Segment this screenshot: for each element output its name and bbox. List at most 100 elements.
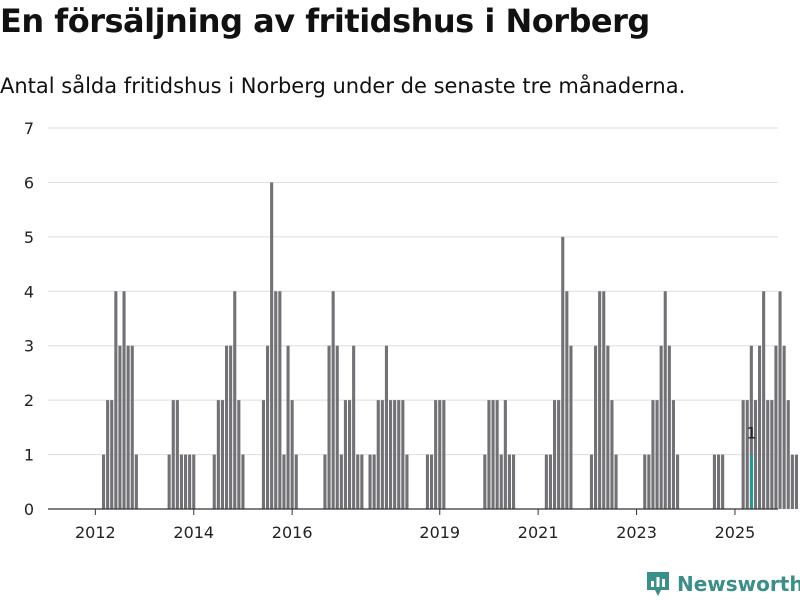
- x-tick-label: 2025: [715, 523, 756, 542]
- bar: [171, 400, 175, 509]
- bar: [594, 345, 598, 509]
- bar: [602, 291, 606, 509]
- bar: [442, 400, 446, 509]
- bar: [589, 454, 593, 509]
- x-tick-label: 2023: [616, 523, 657, 542]
- chart-title: En försäljning av fritidshus i Norberg: [0, 2, 650, 40]
- bar: [360, 454, 364, 509]
- bar: [487, 400, 491, 509]
- bar: [614, 454, 618, 509]
- y-tick-label: 4: [24, 282, 34, 301]
- bar: [380, 400, 384, 509]
- bar: [745, 400, 749, 509]
- bar: [122, 291, 126, 509]
- bar: [405, 454, 409, 509]
- bar: [229, 345, 233, 509]
- x-tick-label: 2021: [518, 523, 559, 542]
- bar: [282, 454, 286, 509]
- y-tick-label: 5: [24, 228, 34, 247]
- x-tick-label: 2014: [173, 523, 214, 542]
- bar: [179, 454, 183, 509]
- bar: [778, 291, 782, 509]
- bar: [102, 454, 106, 509]
- bar: [352, 345, 356, 509]
- bar: [741, 400, 745, 509]
- bar: [220, 400, 224, 509]
- bar-chart: 0 1 2 3 4 5 6 7 2012 2014 2016 2019 2021 2023 2025 1: [24, 119, 798, 542]
- bar: [114, 291, 118, 509]
- x-tick-label: 2019: [419, 523, 460, 542]
- x-tick-label: 2012: [75, 523, 116, 542]
- bar: [376, 400, 380, 509]
- bar: [483, 454, 487, 509]
- y-tick-label: 2: [24, 391, 34, 410]
- bar: [134, 454, 138, 509]
- bar: [393, 400, 397, 509]
- bar: [758, 345, 762, 509]
- bar: [274, 291, 278, 509]
- bar: [717, 454, 721, 509]
- bar: [544, 454, 548, 509]
- bar: [294, 454, 298, 509]
- bar: [770, 400, 774, 509]
- y-tick-label: 0: [24, 500, 34, 519]
- bar-chart-logo-icon: [647, 572, 669, 596]
- bars: [102, 182, 798, 510]
- x-axis: 2012 2014 2016 2019 2021 2023 2025: [48, 508, 778, 542]
- bar: [192, 454, 196, 509]
- bar: [286, 345, 290, 509]
- bar: [327, 345, 331, 509]
- bar: [118, 345, 122, 509]
- bar: [233, 291, 237, 509]
- bar: [507, 454, 511, 509]
- x-tick-label: 2016: [272, 523, 313, 542]
- bar: [790, 454, 794, 509]
- bar: [561, 236, 565, 510]
- bar: [438, 400, 442, 509]
- bar: [499, 454, 503, 509]
- data-labels: 1: [747, 424, 757, 443]
- bar: [425, 454, 429, 509]
- bar: [290, 400, 294, 509]
- bar: [266, 345, 270, 509]
- y-tick-label: 7: [24, 119, 34, 138]
- bar: [766, 400, 770, 509]
- bar: [126, 345, 130, 509]
- y-tick-label: 3: [24, 337, 34, 356]
- highlight-value-label: 1: [747, 424, 757, 443]
- bar: [110, 400, 114, 509]
- bar: [384, 345, 388, 509]
- bar: [786, 400, 790, 509]
- bar: [655, 400, 659, 509]
- bar: [663, 291, 667, 509]
- bar: [106, 400, 110, 509]
- bar: [175, 400, 179, 509]
- bar: [610, 400, 614, 509]
- bar: [261, 400, 265, 509]
- bar: [348, 400, 352, 509]
- bar: [553, 400, 557, 509]
- bar: [565, 291, 569, 509]
- chart-subtitle: Antal sålda fritidshus i Norberg under d…: [0, 74, 686, 98]
- bar: [495, 400, 499, 509]
- bar: [356, 454, 360, 509]
- bar: [225, 345, 229, 509]
- y-tick-label: 1: [24, 446, 34, 465]
- bar: [671, 400, 675, 509]
- bar: [491, 400, 495, 509]
- bar: [548, 454, 552, 509]
- bar: [659, 345, 663, 509]
- bar: [184, 454, 188, 509]
- bar: [401, 400, 405, 509]
- bar: [368, 454, 372, 509]
- bar: [774, 345, 778, 509]
- bar: [794, 454, 798, 509]
- bar: [676, 454, 680, 509]
- bar: [782, 345, 786, 509]
- bar: [651, 400, 655, 509]
- bar: [762, 291, 766, 509]
- bar: [503, 400, 507, 509]
- highlight-bar: [750, 454, 753, 509]
- bar: [606, 345, 610, 509]
- bar: [569, 345, 573, 509]
